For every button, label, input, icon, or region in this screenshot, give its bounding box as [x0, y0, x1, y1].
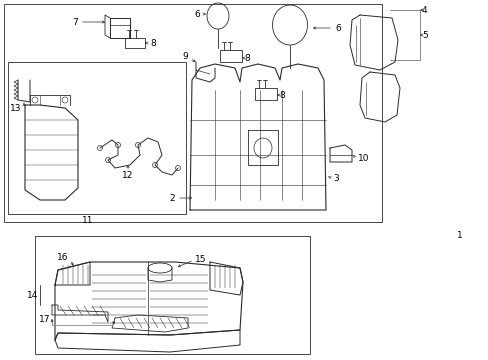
Text: 5: 5	[421, 31, 427, 40]
Text: 7: 7	[72, 18, 78, 27]
Bar	[35, 236, 309, 354]
Text: 9: 9	[182, 51, 187, 60]
Text: 6: 6	[334, 23, 340, 32]
Text: 13: 13	[10, 104, 21, 113]
Text: 3: 3	[332, 174, 338, 183]
Text: 1: 1	[456, 230, 462, 239]
Bar	[8, 62, 185, 214]
Text: 15: 15	[195, 256, 206, 265]
Bar	[254, 88, 276, 100]
Text: 16: 16	[57, 253, 68, 262]
Text: 6: 6	[194, 9, 200, 18]
Text: 4: 4	[421, 5, 427, 14]
Bar	[220, 50, 242, 62]
Text: 12: 12	[122, 171, 133, 180]
Text: 8: 8	[279, 90, 284, 99]
Bar	[4, 4, 381, 222]
Text: 8: 8	[244, 54, 249, 63]
Text: 8: 8	[150, 39, 156, 48]
Text: 14: 14	[26, 291, 38, 300]
Text: 2: 2	[169, 194, 175, 202]
Text: 11: 11	[82, 216, 94, 225]
Text: 10: 10	[357, 153, 369, 162]
Text: 17: 17	[39, 315, 50, 324]
Bar	[125, 38, 145, 48]
